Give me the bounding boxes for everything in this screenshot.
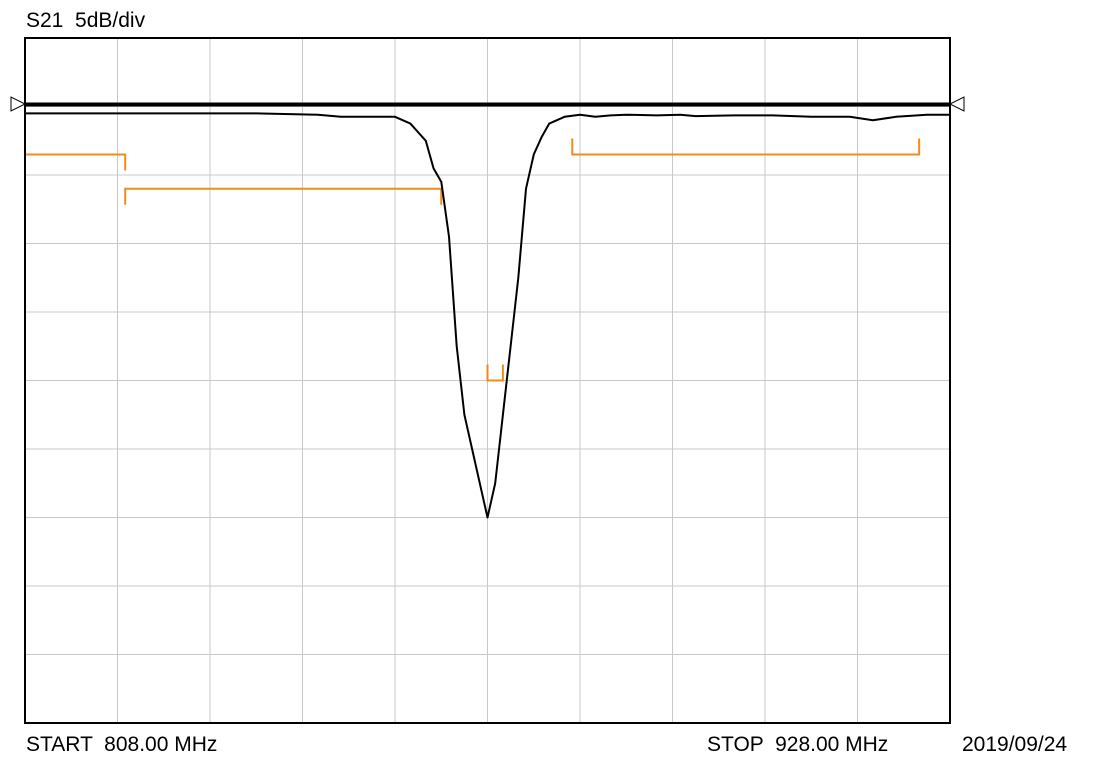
left-reference-marker xyxy=(10,96,27,112)
plot-frame xyxy=(24,37,951,724)
date-label: 2019/09/24 xyxy=(962,733,1068,756)
grid-lines xyxy=(25,38,950,723)
stop-frequency-label: STOP 928.00 MHz xyxy=(707,733,889,756)
limit-line-segment xyxy=(124,187,443,205)
start-frequency-label: START 808.00 MHz xyxy=(26,733,218,756)
s21-trace-line xyxy=(25,112,950,519)
trace-label: S21 5dB/div xyxy=(26,9,146,32)
right-reference-marker xyxy=(948,96,965,112)
limit-line-segment xyxy=(24,153,127,171)
limit-line-segment xyxy=(571,138,921,156)
limit-line-segment xyxy=(486,364,504,382)
trace-layer xyxy=(25,112,950,519)
